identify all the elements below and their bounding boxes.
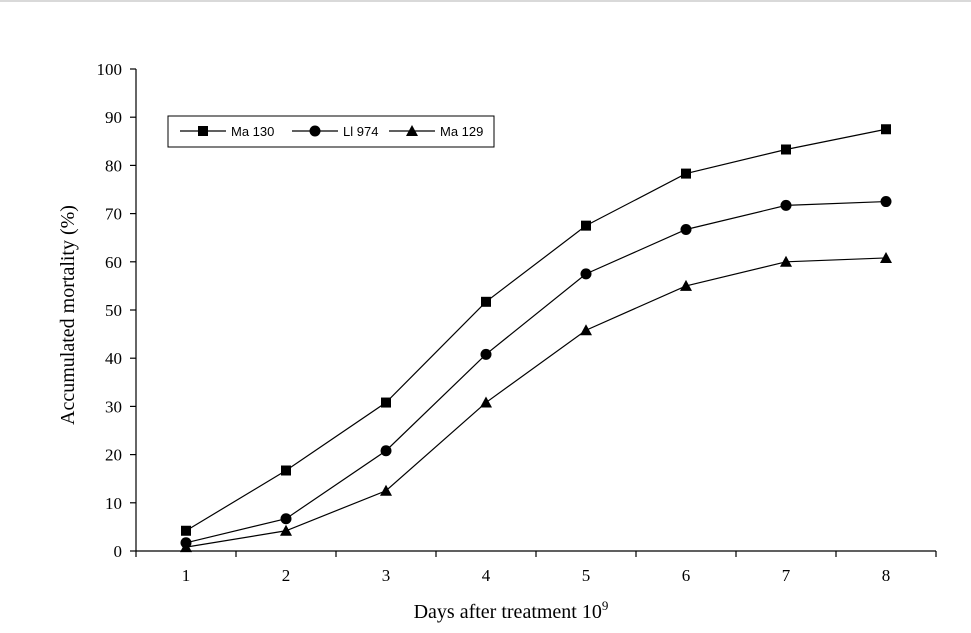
y-tick-label: 100 (97, 60, 123, 79)
x-tick-label: 1 (182, 566, 191, 585)
x-tick-label: 7 (782, 566, 791, 585)
x-tick-label: 2 (282, 566, 291, 585)
series-line (185, 128, 887, 532)
y-tick-label: 50 (105, 301, 122, 320)
data-point (780, 199, 792, 211)
series-ma-129 (180, 251, 892, 553)
legend-marker (198, 126, 208, 136)
y-tick-label: 10 (105, 494, 122, 513)
data-point (481, 296, 491, 307)
x-axis-title: Days after treatment 109 (414, 598, 609, 623)
y-tick-label: 20 (105, 446, 122, 465)
y-tick-label: 60 (105, 253, 122, 272)
data-point (781, 144, 791, 155)
window-top-border (0, 0, 971, 2)
legend-entry: Ma 130 (180, 124, 274, 139)
data-point (281, 465, 291, 476)
x-tick-label: 5 (582, 566, 591, 585)
y-tick-label: 40 (105, 349, 122, 368)
x-tick-label: 3 (382, 566, 391, 585)
legend-label: Ll 974 (343, 124, 378, 139)
data-point (381, 397, 391, 408)
data-point (880, 251, 892, 263)
y-tick-label: 80 (105, 156, 122, 175)
legend-entry: Ll 974 (292, 124, 378, 139)
legend-marker (309, 125, 321, 137)
y-tick-label: 30 (105, 397, 122, 416)
data-point (280, 524, 292, 536)
data-point (680, 279, 692, 291)
series-ll-974 (180, 196, 892, 549)
y-tick-label: 0 (114, 542, 123, 561)
data-point (581, 220, 591, 231)
series-layer (180, 124, 892, 553)
data-point (580, 324, 592, 336)
legend: Ma 130 Ll 974 Ma 129 (167, 115, 495, 148)
data-point (881, 124, 891, 135)
y-tick-label: 70 (105, 205, 122, 224)
data-point (580, 268, 592, 280)
data-point (280, 513, 292, 525)
x-tick-label: 6 (682, 566, 691, 585)
x-tick-label: 8 (882, 566, 891, 585)
data-point (180, 541, 192, 553)
x-tick-label: 4 (482, 566, 491, 585)
data-point (480, 396, 492, 408)
data-point (380, 484, 392, 496)
data-point (181, 525, 191, 536)
legend-label: Ma 129 (440, 124, 483, 139)
data-point (380, 445, 392, 457)
axes: 0 10 20 30 40 50 60 70 80 90 100 1 2 3 4 5 6 7 8 (97, 60, 937, 585)
data-point (780, 255, 792, 267)
data-point (480, 348, 492, 360)
legend-entry: Ma 129 (389, 124, 483, 139)
data-point (880, 196, 892, 208)
legend-marker (406, 125, 418, 136)
series-line (185, 200, 887, 544)
y-tick-label: 90 (105, 108, 122, 127)
series-ma-130 (181, 124, 891, 536)
legend-label: Ma 130 (231, 124, 274, 139)
data-point (680, 224, 692, 236)
data-point (681, 168, 691, 179)
series-line (185, 257, 887, 548)
y-axis-title: Accumulated mortality (%) (57, 205, 79, 425)
